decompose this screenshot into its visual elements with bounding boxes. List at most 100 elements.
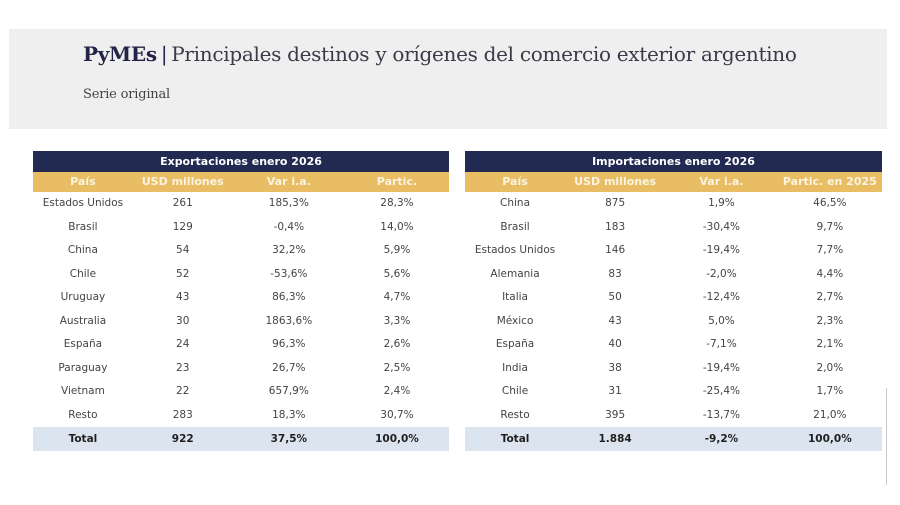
exports-table-header: País USD millones Var i.a. Partic. <box>33 172 449 192</box>
total-usd: 922 <box>171 433 194 445</box>
cell-usd: 22 <box>176 385 190 397</box>
table-row: Uruguay 43 86,3% 4,7% <box>33 286 449 310</box>
imports-table-header: País USD millones Var i.a. Partic. en 20… <box>465 172 882 192</box>
cell-share: 21,0% <box>813 408 847 421</box>
brand-label: PyMEs <box>83 42 157 66</box>
cell-usd: 31 <box>608 385 622 397</box>
cell-usd: 395 <box>605 408 626 421</box>
cell-country: Brasil <box>500 220 530 233</box>
cell-var: 185,3% <box>268 197 309 209</box>
column-header-usd: USD millones <box>574 175 657 188</box>
cell-usd: 129 <box>172 220 193 233</box>
total-var: -9,2% <box>704 433 739 445</box>
cell-var: -30,4% <box>702 220 741 233</box>
cell-share: 4,7% <box>383 291 411 303</box>
cell-usd: 54 <box>176 244 190 256</box>
cell-share: 30,7% <box>380 408 414 421</box>
cell-var: 32,2% <box>272 244 306 256</box>
cell-country: Estados Unidos <box>42 197 124 209</box>
cell-share: 2,1% <box>816 338 844 350</box>
column-header-share: Partic. <box>376 175 418 188</box>
table-row: Australia 30 1863,6% 3,3% <box>33 310 449 334</box>
page-subtitle: Serie original <box>83 87 170 102</box>
cell-var: 18,3% <box>272 408 306 421</box>
table-row: Vietnam 22 657,9% 2,4% <box>33 380 449 404</box>
table-row: España 24 96,3% 2,6% <box>33 333 449 357</box>
cell-var: 5,0% <box>708 314 735 327</box>
cell-usd: 875 <box>605 197 626 209</box>
column-header-share: Partic. en 2025 <box>782 175 877 188</box>
title-separator: | <box>160 42 168 66</box>
cell-share: 5,6% <box>383 267 411 280</box>
exports-rows: Estados Unidos 261 185,3% 28,3% Brasil 129 -0… <box>33 192 449 427</box>
cell-var: -25,4% <box>702 385 741 397</box>
cell-share: 3,3% <box>383 314 411 327</box>
imports-rows: China 875 1,9% 46,5% Brasil 183 -30,4% 9,7% Es… <box>465 192 882 427</box>
cell-country: Italia <box>502 291 528 303</box>
cell-var: 1863,6% <box>265 314 313 327</box>
column-header-var: Var i.a. <box>266 175 311 188</box>
cell-usd: 43 <box>176 291 190 303</box>
total-share: 100,0% <box>807 433 852 445</box>
cell-country: Paraguay <box>58 361 108 374</box>
table-row: China 875 1,9% 46,5% <box>465 192 882 216</box>
cell-var: 657,9% <box>268 385 309 397</box>
cell-usd: 43 <box>608 314 622 327</box>
cell-share: 9,7% <box>816 220 844 233</box>
cell-country: Uruguay <box>60 291 106 303</box>
imports-total-row: Total 1.884 -9,2% 100,0% <box>465 427 882 451</box>
cell-usd: 283 <box>172 408 193 421</box>
cell-var: 1,9% <box>708 197 735 209</box>
cell-usd: 23 <box>176 361 190 374</box>
table-row: España 40 -7,1% 2,1% <box>465 333 882 357</box>
cell-share: 14,0% <box>380 220 414 233</box>
cell-usd: 183 <box>605 220 626 233</box>
imports-table-title: Importaciones enero 2026 <box>465 151 882 172</box>
table-row: Resto 395 -13,7% 21,0% <box>465 404 882 428</box>
cell-var: 86,3% <box>272 291 306 303</box>
cell-usd: 30 <box>176 314 190 327</box>
cell-var: -53,6% <box>270 267 308 280</box>
cell-share: 2,7% <box>816 291 844 303</box>
total-var: 37,5% <box>270 433 308 445</box>
title-text: Principales destinos y orígenes del come… <box>171 42 797 66</box>
cell-usd: 38 <box>608 361 622 374</box>
table-row: Italia 50 -12,4% 2,7% <box>465 286 882 310</box>
table-row: Alemania 83 -2,0% 4,4% <box>465 263 882 287</box>
cell-usd: 50 <box>608 291 622 303</box>
table-row: Brasil 183 -30,4% 9,7% <box>465 216 882 240</box>
cell-share: 2,4% <box>383 385 411 397</box>
cell-country: España <box>495 338 535 350</box>
cell-var: -13,7% <box>702 408 741 421</box>
cell-country: Estados Unidos <box>474 244 556 256</box>
cell-country: Chile <box>69 267 97 280</box>
table-row: México 43 5,0% 2,3% <box>465 310 882 334</box>
cell-usd: 52 <box>176 267 190 280</box>
cell-country: China <box>67 244 98 256</box>
cell-country: Resto <box>500 408 530 421</box>
cell-share: 7,7% <box>816 244 844 256</box>
cell-share: 2,0% <box>816 361 844 374</box>
cell-country: China <box>500 197 531 209</box>
cell-usd: 24 <box>176 338 190 350</box>
cell-usd: 261 <box>172 197 193 209</box>
cell-share: 2,6% <box>383 338 411 350</box>
cell-var: -0,4% <box>273 220 305 233</box>
cell-usd: 146 <box>605 244 626 256</box>
table-row: Chile 52 -53,6% 5,6% <box>33 263 449 287</box>
column-header-usd: USD millones <box>141 175 224 188</box>
table-row: India 38 -19,4% 2,0% <box>465 357 882 381</box>
cell-share: 28,3% <box>380 197 414 209</box>
total-label: Total <box>500 433 530 445</box>
exports-table-title: Exportaciones enero 2026 <box>33 151 449 172</box>
exports-total-row: Total 922 37,5% 100,0% <box>33 427 449 451</box>
cell-usd: 83 <box>608 267 622 280</box>
cell-var: -19,4% <box>702 361 741 374</box>
cell-var: -19,4% <box>702 244 741 256</box>
cell-country: España <box>63 338 103 350</box>
cell-share: 2,5% <box>383 361 411 374</box>
total-usd: 1.884 <box>598 433 632 445</box>
cell-usd: 40 <box>608 338 622 350</box>
cell-var: -12,4% <box>702 291 741 303</box>
table-row: Paraguay 23 26,7% 2,5% <box>33 357 449 381</box>
